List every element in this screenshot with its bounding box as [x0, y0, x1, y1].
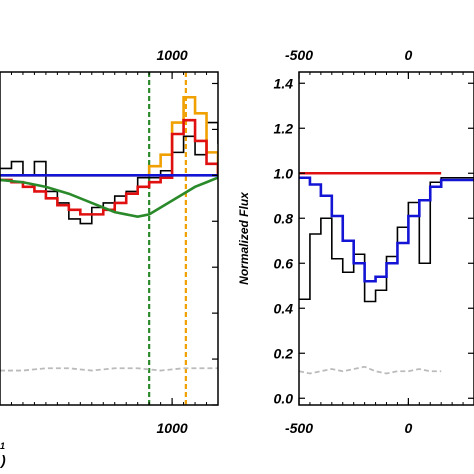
series-line-1-3	[299, 365, 442, 375]
xtick-top-label-1-0: -500	[285, 47, 313, 63]
series-line-0-0	[0, 121, 218, 225]
frames-layer	[0, 71, 474, 406]
labels-layer: 1000 1000 0.0 0.2 0.4 0.6 0.8 1.0 1.2 1.4 -500 0 -50…	[0, 47, 412, 468]
xtick-bottom-label-1-0: -500	[285, 420, 313, 436]
ytick-label-1-6: 1.2	[274, 120, 294, 136]
xtick-top-label-1-1: 0	[404, 47, 412, 63]
series-line-0-2	[0, 118, 218, 216]
ytick-label-1-4: 0.8	[274, 210, 294, 226]
plot-area-0	[0, 72, 218, 405]
xlabel-fragment: )	[0, 452, 6, 468]
ytick-label-1-5: 1.0	[274, 165, 294, 181]
ytick-label-1-0: 0.0	[274, 390, 294, 406]
series-line-0-4	[0, 176, 218, 219]
ytick-label-1-2: 0.4	[274, 300, 294, 316]
series-line-1-0	[299, 176, 474, 303]
plots-layer	[0, 72, 474, 405]
series-line-0-5	[0, 367, 218, 372]
xtick-bottom-label-0-0: 1000	[157, 420, 188, 436]
ylabel: Normalized Flux	[237, 191, 251, 285]
series-line-1-1	[299, 176, 474, 283]
ytick-label-1-7: 1.4	[274, 75, 294, 91]
axes-frame-0	[0, 71, 219, 406]
ytick-label-1-3: 0.6	[274, 255, 294, 271]
axes-frame-1	[298, 71, 474, 406]
xtick-bottom-label-1-1: 0	[404, 420, 412, 436]
xlabel-superscript-fragment: 1	[0, 441, 5, 451]
xtick-top-label-0-0: 1000	[157, 47, 188, 63]
plot-area-1	[299, 171, 474, 375]
ytick-label-1-1: 0.2	[274, 345, 294, 361]
